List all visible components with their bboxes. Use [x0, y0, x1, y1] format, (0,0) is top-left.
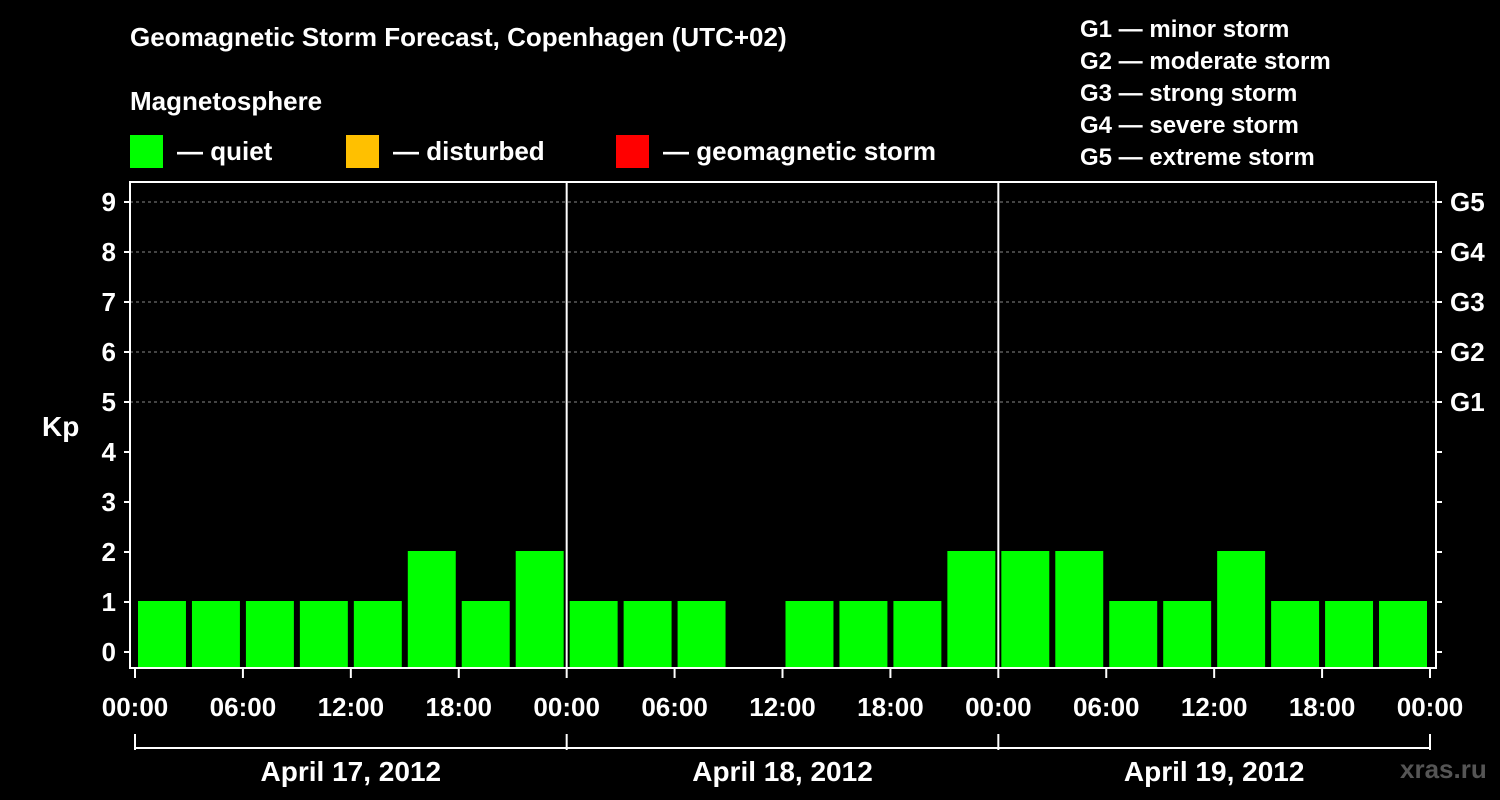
kp-bar — [1001, 551, 1050, 667]
kp-bar — [407, 551, 456, 667]
kp-bar — [785, 601, 834, 667]
kp-bar — [353, 601, 402, 667]
kp-bar — [1055, 551, 1104, 667]
kp-bar — [191, 601, 240, 667]
legend-label-disturbed: — disturbed — [393, 135, 545, 166]
x-tick-label: 12:00 — [749, 692, 816, 722]
x-tick-label: 00:00 — [965, 692, 1032, 722]
day-label: April 18, 2012 — [692, 756, 873, 787]
y-tick-label: 5 — [102, 387, 116, 417]
y-tick-label: 3 — [102, 487, 116, 517]
quiet-swatch — [130, 134, 163, 168]
kp-bar — [893, 601, 942, 667]
day-label: April 17, 2012 — [261, 756, 442, 787]
x-tick-label: 06:00 — [641, 692, 708, 722]
kp-bar — [299, 601, 348, 667]
chart-title: Geomagnetic Storm Forecast, Copenhagen (… — [130, 22, 787, 52]
y-tick-label: 7 — [102, 287, 116, 317]
x-tick-label: 18:00 — [426, 692, 493, 722]
legend-item-disturbed: — disturbed — [346, 134, 545, 168]
right-axis-label-g4: G4 — [1450, 237, 1485, 267]
kp-bar — [947, 551, 996, 667]
x-tick-label: 12:00 — [318, 692, 385, 722]
x-tick-label: 06:00 — [210, 692, 277, 722]
x-tick-label: 00:00 — [102, 692, 169, 722]
legend-label-quiet: — quiet — [177, 135, 273, 166]
kp-bar — [1217, 551, 1266, 667]
legend-item-storm: — geomagnetic storm — [616, 134, 936, 168]
kp-bar — [245, 601, 294, 667]
watermark: xras.ru — [1400, 754, 1487, 784]
x-tick-label: 00:00 — [533, 692, 600, 722]
kp-bar — [461, 601, 510, 667]
magnetosphere-label: Magnetosphere — [130, 86, 323, 116]
kp-bar — [1379, 601, 1427, 667]
kp-bar — [138, 601, 186, 667]
y-axis-label: Kp — [42, 411, 79, 442]
x-tick-label: 12:00 — [1181, 692, 1248, 722]
right-axis-label-g1: G1 — [1450, 387, 1485, 417]
y-tick-label: 1 — [102, 587, 116, 617]
storm-level-g4: G4 — severe storm — [1080, 112, 1299, 139]
kp-bar — [1109, 601, 1158, 667]
y-tick-label: 9 — [102, 187, 116, 217]
x-tick-label: 06:00 — [1073, 692, 1140, 722]
kp-bar — [1271, 601, 1320, 667]
legend-item-quiet: — quiet — [130, 134, 272, 168]
storm-swatch — [616, 134, 649, 168]
day-label: April 19, 2012 — [1124, 756, 1305, 787]
x-tick-label: 18:00 — [857, 692, 924, 722]
x-tick-label: 00:00 — [1397, 692, 1464, 722]
storm-level-g1: G1 — minor storm — [1080, 16, 1290, 43]
right-axis-label-g3: G3 — [1450, 287, 1485, 317]
kp-bar — [677, 601, 726, 667]
storm-level-g5: G5 — extreme storm — [1080, 144, 1315, 171]
y-tick-label: 4 — [102, 437, 117, 467]
y-tick-label: 8 — [102, 237, 116, 267]
y-tick-label: 0 — [102, 637, 116, 667]
x-tick-label: 18:00 — [1289, 692, 1356, 722]
kp-bar — [1163, 601, 1212, 667]
y-tick-label: 6 — [102, 337, 116, 367]
legend-label-storm: — geomagnetic storm — [663, 135, 937, 166]
storm-level-g3: G3 — strong storm — [1080, 80, 1298, 107]
kp-bar — [515, 551, 564, 667]
disturbed-swatch — [346, 134, 379, 168]
right-axis-label-g5: G5 — [1450, 187, 1485, 217]
right-axis-label-g2: G2 — [1450, 337, 1485, 367]
kp-bar — [1325, 601, 1374, 667]
kp-bar — [569, 601, 618, 667]
y-tick-label: 2 — [102, 537, 116, 567]
storm-level-list: G1 — minor storm G2 — moderate storm G3 … — [1080, 14, 1331, 174]
storm-level-g2: G2 — moderate storm — [1080, 48, 1331, 75]
kp-bar — [623, 601, 672, 667]
kp-bar — [839, 601, 888, 667]
